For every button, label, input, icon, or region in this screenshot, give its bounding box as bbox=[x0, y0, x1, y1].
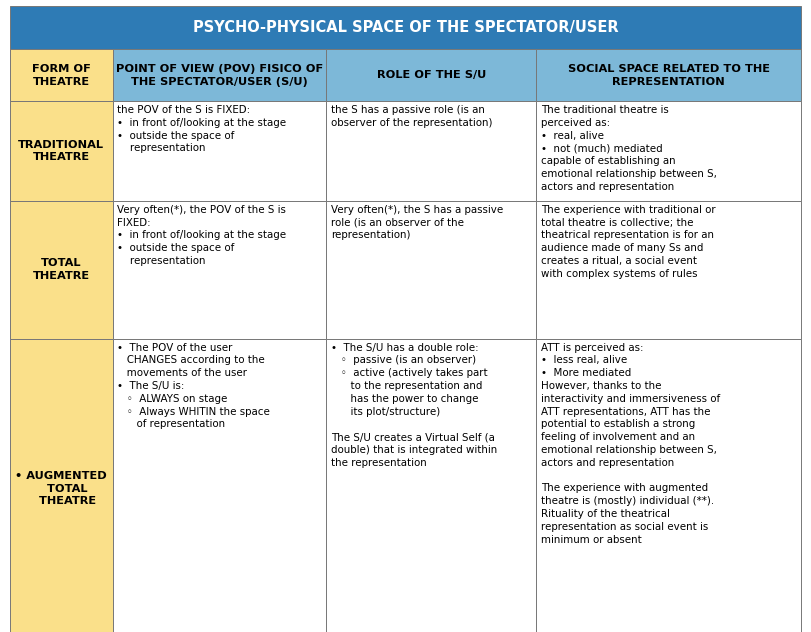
Text: POINT OF VIEW (POV) FISICO OF
THE SPECTATOR/USER (S/U): POINT OF VIEW (POV) FISICO OF THE SPECTA… bbox=[116, 64, 323, 87]
Bar bbox=[10, 201, 113, 339]
Bar bbox=[113, 49, 326, 101]
Text: PSYCHO-PHYSICAL SPACE OF THE SPECTATOR/USER: PSYCHO-PHYSICAL SPACE OF THE SPECTATOR/U… bbox=[193, 20, 618, 35]
Bar bbox=[10, 339, 113, 632]
Text: The traditional theatre is
perceived as:
•  real, alive
•  not (much) mediated
c: The traditional theatre is perceived as:… bbox=[541, 105, 717, 191]
Bar bbox=[326, 101, 536, 201]
Bar bbox=[113, 339, 326, 632]
Bar bbox=[113, 101, 326, 201]
Bar bbox=[326, 339, 536, 632]
Text: Very often(*), the POV of the S is
FIXED:
•  in front of/looking at the stage
• : Very often(*), the POV of the S is FIXED… bbox=[118, 205, 286, 266]
Bar bbox=[10, 6, 801, 49]
Bar bbox=[536, 201, 801, 339]
Text: The experience with traditional or
total theatre is collective; the
theatrical r: The experience with traditional or total… bbox=[541, 205, 715, 279]
Text: ROLE OF THE S/U: ROLE OF THE S/U bbox=[376, 70, 486, 80]
Text: •  The POV of the user
   CHANGES according to the
   movements of the user
•  T: • The POV of the user CHANGES according … bbox=[118, 343, 270, 429]
Bar bbox=[536, 339, 801, 632]
Bar bbox=[536, 101, 801, 201]
Text: •  The S/U has a double role:
   ◦  passive (is an observer)
   ◦  active (activ: • The S/U has a double role: ◦ passive (… bbox=[331, 343, 497, 468]
Bar bbox=[326, 201, 536, 339]
Text: TOTAL
THEATRE: TOTAL THEATRE bbox=[32, 258, 90, 281]
Text: the S has a passive role (is an
observer of the representation): the S has a passive role (is an observer… bbox=[331, 105, 493, 128]
Bar bbox=[10, 101, 113, 201]
Text: • AUGMENTED
   TOTAL
   THEATRE: • AUGMENTED TOTAL THEATRE bbox=[15, 471, 107, 506]
Text: the POV of the S is FIXED:
•  in front of/looking at the stage
•  outside the sp: the POV of the S is FIXED: • in front of… bbox=[118, 105, 286, 154]
Bar bbox=[113, 201, 326, 339]
Text: Very often(*), the S has a passive
role (is an observer of the
representation): Very often(*), the S has a passive role … bbox=[331, 205, 504, 240]
Bar bbox=[326, 49, 536, 101]
Bar bbox=[10, 49, 113, 101]
Text: TRADITIONAL
THEATRE: TRADITIONAL THEATRE bbox=[18, 140, 104, 162]
Bar bbox=[536, 49, 801, 101]
Text: SOCIAL SPACE RELATED TO THE
REPRESENTATION: SOCIAL SPACE RELATED TO THE REPRESENTATI… bbox=[568, 64, 770, 87]
Text: ATT is perceived as:
•  less real, alive
•  More mediated
However, thanks to the: ATT is perceived as: • less real, alive … bbox=[541, 343, 720, 545]
Text: FORM OF
THEATRE: FORM OF THEATRE bbox=[32, 64, 91, 87]
